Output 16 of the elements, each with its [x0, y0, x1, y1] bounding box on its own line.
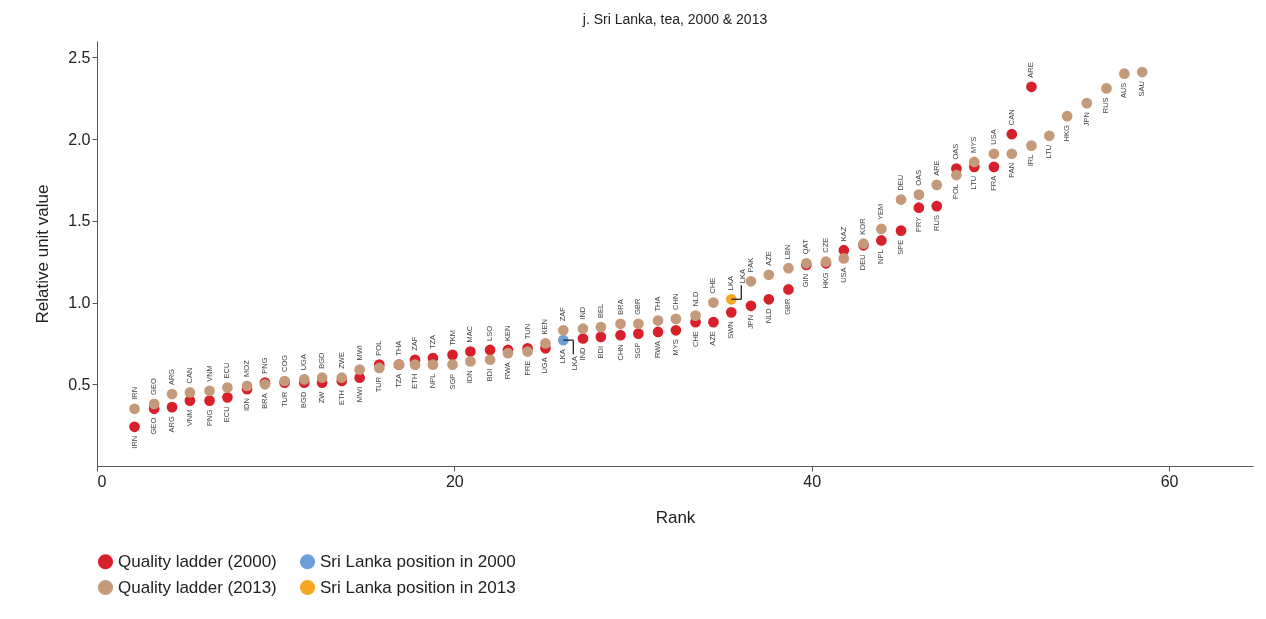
- x-tick-label: 60: [1160, 472, 1179, 490]
- y-axis-title: Relative unit value: [33, 184, 53, 324]
- legend-label: Sri Lanka position in 2000: [320, 551, 516, 571]
- x-axis-title: Rank: [655, 507, 696, 527]
- x-tick-label: 20: [445, 472, 464, 490]
- x-tick-label: 0: [97, 472, 107, 490]
- y-tick-label: 1.5: [68, 212, 91, 230]
- legend-label: Quality ladder (2013): [118, 577, 277, 597]
- y-tick-label: 2.0: [68, 130, 91, 148]
- x-tick-label: 40: [803, 472, 822, 490]
- chart-title: j. Sri Lanka, tea, 2000 & 2013: [581, 11, 768, 27]
- legend-label: Quality ladder (2000): [118, 551, 277, 571]
- y-tick-label: 2.5: [68, 48, 91, 66]
- legend-label: Sri Lanka position in 2013: [320, 577, 516, 597]
- y-tick-label: 1.0: [68, 294, 91, 312]
- y-tick-label: 0.5: [68, 375, 91, 393]
